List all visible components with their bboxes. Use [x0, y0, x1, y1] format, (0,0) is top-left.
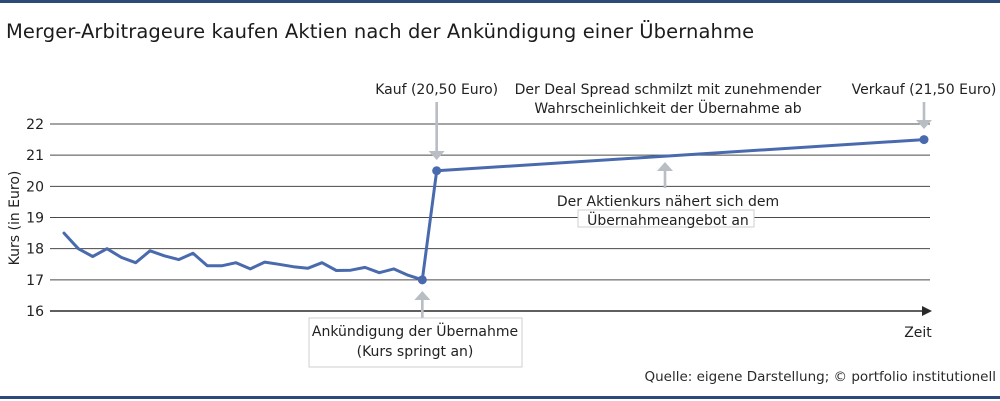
y-tick-label: 20 [26, 179, 44, 195]
price-line [62, 138, 926, 282]
bottom-rule [0, 396, 1000, 399]
x-axis-label: Zeit [904, 325, 932, 341]
data-point-marker [919, 135, 929, 145]
approach-annotation-line2: Übernahmeangebot an [587, 211, 749, 229]
source-note: Quelle: eigene Darstellung; © portfolio … [644, 369, 996, 385]
verkauf-annotation: Verkauf (21,50 Euro) [852, 82, 997, 98]
approach-arrow-icon [657, 162, 673, 188]
y-tick-label: 16 [26, 304, 44, 320]
y-tick-label: 21 [26, 148, 44, 164]
x-axis-arrowhead [922, 306, 932, 316]
spread-annotation-line2: Wahrscheinlichkeit der Übernahme ab [534, 99, 801, 117]
y-tick-label: 18 [26, 242, 44, 258]
data-point-marker [432, 166, 442, 176]
verkauf-arrow-icon [916, 102, 932, 129]
announce-arrow-icon [414, 291, 431, 318]
announce-annotation-line1: Ankündigung der Übernahme [312, 322, 518, 340]
chart-title: Merger-Arbitrageure kaufen Aktien nach d… [6, 20, 755, 43]
y-tick-label: 17 [26, 273, 44, 289]
kauf-arrow-icon [428, 102, 445, 160]
kauf-annotation: Kauf (20,50 Euro) [375, 82, 498, 98]
y-tick-label: 19 [26, 211, 44, 227]
series-line [62, 138, 926, 282]
approach-label-box [577, 209, 755, 228]
data-point-marker [417, 275, 427, 285]
y-axis-label: Kurs (in Euro) [7, 171, 23, 266]
announce-label-box [308, 317, 523, 368]
top-rule [0, 0, 1000, 3]
y-tick-label: 22 [26, 117, 44, 133]
announce-annotation-line2: (Kurs springt an) [357, 344, 474, 360]
spread-annotation-line1: Der Deal Spread schmilzt mit zunehmender [515, 82, 822, 98]
data-markers [417, 135, 929, 285]
y-tick-labels: 16 17 18 19 20 21 22 [26, 117, 44, 320]
gridlines [50, 123, 930, 281]
approach-annotation-line1: Der Aktienkurs nähert sich dem [557, 194, 779, 210]
